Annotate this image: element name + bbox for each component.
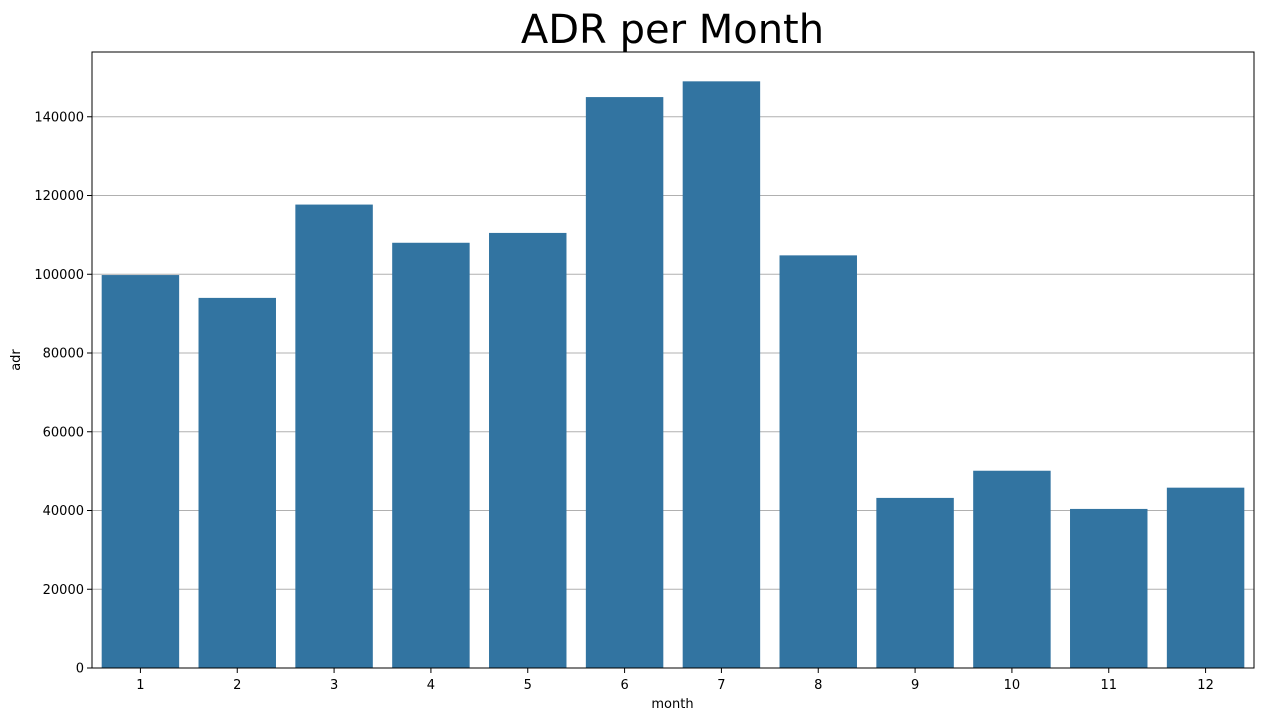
y-tick-label: 100000 [34,268,84,283]
y-axis-label: adr [9,349,24,371]
x-tick-label: 11 [1100,678,1117,693]
x-tick-label: 6 [620,678,628,693]
bar [876,497,954,668]
x-tick-label: 2 [233,678,241,693]
x-tick-label: 3 [330,678,338,693]
x-tick-label: 9 [911,678,919,693]
x-axis-ticks: 1 2 3 4 5 6 7 8 9 10 11 12 [136,668,1214,693]
bar [779,255,857,668]
chart-title: ADR per Month [521,7,824,53]
bar [198,297,276,668]
bar [973,470,1051,668]
y-tick-label: 140000 [34,110,84,125]
x-tick-label: 12 [1197,678,1214,693]
bar [101,275,180,668]
x-tick-label: 5 [524,678,532,693]
bar [392,242,470,668]
x-tick-label: 4 [427,678,435,693]
y-tick-label: 20000 [43,583,84,598]
bar [295,204,373,669]
y-tick-label: 40000 [43,504,84,519]
x-tick-label: 7 [717,678,725,693]
gridlines [92,116,1254,590]
y-tick-label: 0 [76,662,84,677]
bar [682,81,761,669]
bar [1070,508,1148,668]
bar [489,232,567,669]
plot-frame [91,51,1255,669]
x-tick-label: 10 [1004,678,1021,693]
x-tick-label: 8 [814,678,822,693]
y-tick-label: 80000 [43,347,84,362]
y-tick-label: 120000 [34,189,84,204]
bar [585,97,664,669]
y-axis-ticks: 0 20000 40000 60000 80000 100000 120000 140000 [34,110,92,677]
bar [1166,487,1245,668]
x-axis-label: month [651,697,693,712]
y-tick-label: 60000 [43,425,84,440]
x-tick-label: 1 [136,678,144,693]
bars [101,81,1245,669]
